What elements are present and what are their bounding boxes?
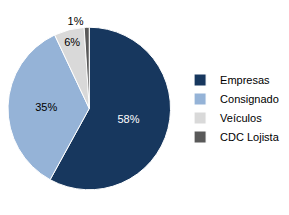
svg-text:6%: 6% [64,36,80,48]
svg-text:Empresas: Empresas [220,74,270,86]
svg-text:58%: 58% [117,113,139,125]
svg-text:Consignado: Consignado [220,93,279,105]
svg-text:35%: 35% [35,101,57,113]
svg-text:Veículos: Veículos [220,112,262,124]
svg-text:CDC Lojista: CDC Lojista [220,131,280,143]
svg-text:1%: 1% [68,15,84,27]
